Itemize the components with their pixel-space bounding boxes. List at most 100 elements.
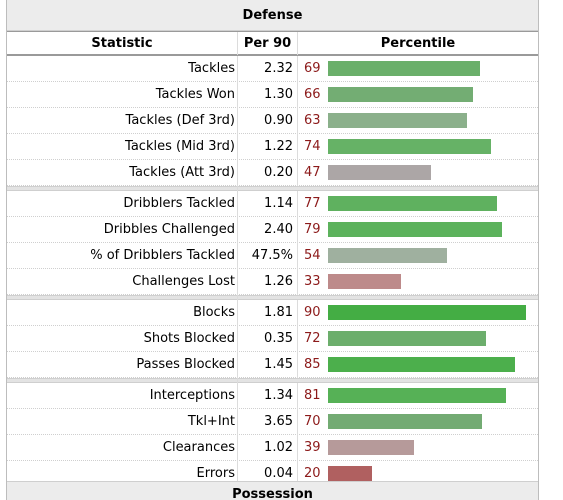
- stat-name: Tackles Won: [155, 87, 235, 102]
- percentile-value: 66: [304, 87, 321, 102]
- per90-value: 0.35: [264, 331, 293, 346]
- next-section-title: Possession: [7, 481, 538, 500]
- column-header-statistic[interactable]: Statistic: [91, 36, 153, 51]
- percentile-value: 85: [304, 357, 321, 372]
- percentile-cell: 20: [297, 461, 538, 487]
- percentile-bar: [328, 357, 515, 372]
- percentile-value: 70: [304, 414, 321, 429]
- column-header-percentile[interactable]: Percentile: [297, 32, 538, 55]
- per90-value: 1.34: [264, 388, 293, 403]
- table-row: Tackles (Att 3rd) 0.20 47: [7, 160, 538, 186]
- percentile-bar: [328, 113, 467, 128]
- per90-value: 0.04: [264, 466, 293, 481]
- stat-name: % of Dribblers Tackled: [90, 248, 235, 263]
- percentile-bar: [328, 87, 473, 102]
- table-row: Blocks 1.81 90: [7, 300, 538, 326]
- table-row: Dribblers Tackled 1.14 77: [7, 191, 538, 217]
- table-row: Passes Blocked 1.45 85: [7, 352, 538, 378]
- percentile-cell: 54: [297, 243, 538, 269]
- percentile-cell: 85: [297, 352, 538, 378]
- table-row: Dribbles Challenged 2.40 79: [7, 217, 538, 243]
- percentile-cell: 81: [297, 383, 538, 409]
- percentile-bar: [328, 331, 486, 346]
- stat-name: Passes Blocked: [136, 357, 235, 372]
- table-row: Tackles (Mid 3rd) 1.22 74: [7, 134, 538, 160]
- stat-name: Errors: [196, 466, 235, 481]
- percentile-cell: 69: [297, 56, 538, 82]
- percentile-value: 20: [304, 466, 321, 481]
- per90-value: 1.45: [264, 357, 293, 372]
- table-row: Challenges Lost 1.26 33: [7, 269, 538, 295]
- percentile-bar: [328, 440, 414, 455]
- per90-value: 0.20: [264, 165, 293, 180]
- percentile-value: 90: [304, 305, 321, 320]
- table-row: Interceptions 1.34 81: [7, 383, 538, 409]
- percentile-value: 69: [304, 61, 321, 76]
- percentile-cell: 47: [297, 160, 538, 186]
- stat-name: Challenges Lost: [132, 274, 235, 289]
- column-headers: Statistic Per 90 Percentile: [7, 31, 538, 56]
- column-header-per90[interactable]: Per 90: [237, 32, 297, 55]
- percentile-cell: 72: [297, 326, 538, 352]
- percentile-cell: 77: [297, 191, 538, 217]
- per90-value: 3.65: [264, 414, 293, 429]
- per90-value: 0.90: [264, 113, 293, 128]
- percentile-bar: [328, 248, 447, 263]
- percentile-cell: 70: [297, 409, 538, 435]
- per90-value: 1.81: [264, 305, 293, 320]
- column-divider: [237, 56, 238, 487]
- percentile-cell: 63: [297, 108, 538, 134]
- per90-value: 1.22: [264, 139, 293, 154]
- percentile-cell: 90: [297, 300, 538, 326]
- percentile-cell: 79: [297, 217, 538, 243]
- percentile-bar: [328, 165, 431, 180]
- stat-name: Tackles (Mid 3rd): [125, 139, 235, 154]
- percentile-cell: 39: [297, 435, 538, 461]
- stat-name: Dribbles Challenged: [103, 222, 235, 237]
- table-row: Shots Blocked 0.35 72: [7, 326, 538, 352]
- stat-name: Interceptions: [149, 388, 235, 403]
- percentile-cell: 74: [297, 134, 538, 160]
- stat-name: Shots Blocked: [143, 331, 235, 346]
- percentile-value: 47: [304, 165, 321, 180]
- group-separator: [7, 186, 538, 191]
- stat-name: Clearances: [162, 440, 235, 455]
- per90-value: 1.26: [264, 274, 293, 289]
- percentile-bar: [328, 196, 497, 211]
- percentile-bar: [328, 466, 372, 481]
- table-row: Clearances 1.02 39: [7, 435, 538, 461]
- per90-value: 1.02: [264, 440, 293, 455]
- stat-name: Dribblers Tackled: [123, 196, 235, 211]
- percentile-cell: 66: [297, 82, 538, 108]
- percentile-bar: [328, 414, 482, 429]
- percentile-value: 81: [304, 388, 321, 403]
- percentile-value: 39: [304, 440, 321, 455]
- percentile-value: 79: [304, 222, 321, 237]
- group-separator: [7, 378, 538, 383]
- percentile-value: 72: [304, 331, 321, 346]
- defense-table: Defense Statistic Per 90 Percentile Tack…: [6, 0, 539, 500]
- percentile-value: 77: [304, 196, 321, 211]
- table-row: % of Dribblers Tackled 47.5% 54: [7, 243, 538, 269]
- stat-name: Tackles (Def 3rd): [125, 113, 235, 128]
- percentile-value: 33: [304, 274, 321, 289]
- per90-value: 2.40: [264, 222, 293, 237]
- table-row: Tkl+Int 3.65 70: [7, 409, 538, 435]
- percentile-bar: [328, 61, 480, 76]
- per90-value: 1.14: [264, 196, 293, 211]
- percentile-bar: [328, 139, 491, 154]
- section-title: Defense: [7, 0, 538, 31]
- per90-value: 2.32: [264, 61, 293, 76]
- percentile-value: 54: [304, 248, 321, 263]
- percentile-bar: [328, 388, 506, 403]
- percentile-bar: [328, 222, 502, 237]
- table-row: Tackles (Def 3rd) 0.90 63: [7, 108, 538, 134]
- stat-name: Tackles (Att 3rd): [129, 165, 235, 180]
- table-row: Tackles Won 1.30 66: [7, 82, 538, 108]
- stat-name: Tkl+Int: [187, 414, 235, 429]
- per90-value: 47.5%: [251, 248, 293, 263]
- percentile-cell: 33: [297, 269, 538, 295]
- group-separator: [7, 295, 538, 300]
- percentile-value: 63: [304, 113, 321, 128]
- percentile-bar: [328, 274, 401, 289]
